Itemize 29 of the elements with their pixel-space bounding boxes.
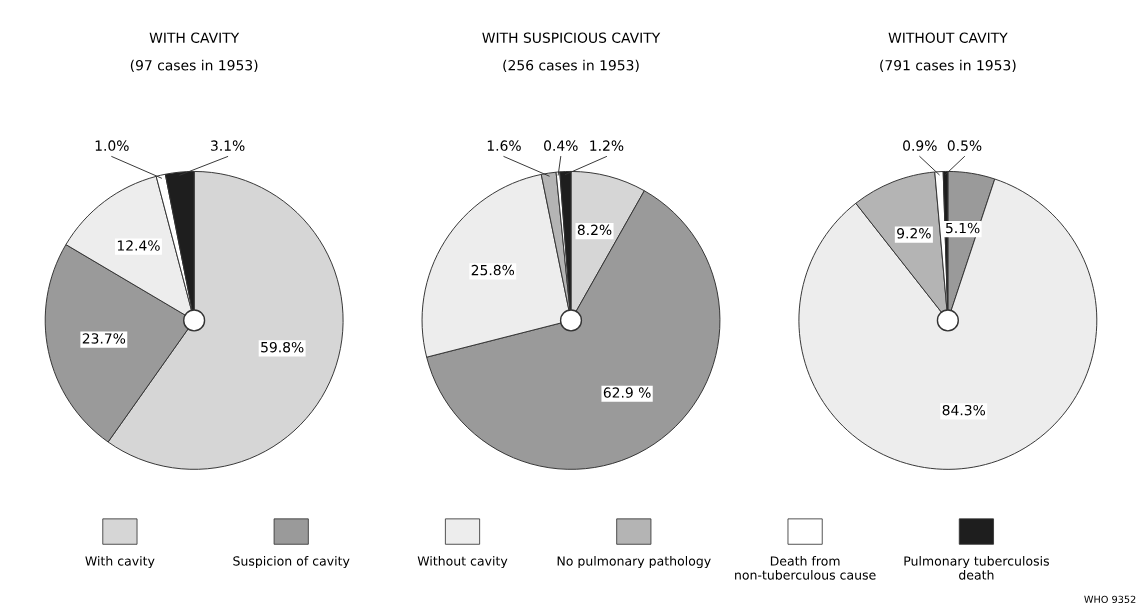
chart-subtitle: (256 cases in 1953) <box>503 59 639 73</box>
chart-subtitle: (791 cases in 1953) <box>880 59 1016 73</box>
chart-subtitle: (97 cases in 1953) <box>130 59 258 73</box>
data-label: 1.6% <box>487 140 521 151</box>
chart-title: WITH SUSPICIOUS CAVITY <box>482 32 661 43</box>
data-label: 1.2% <box>590 140 624 151</box>
data-label: 84.3% <box>942 404 986 416</box>
text: WHO 9352 <box>1084 595 1136 604</box>
data-label: 8.2% <box>577 224 612 236</box>
data-label: 12.4% <box>117 240 160 251</box>
data-label: 62.9 % <box>603 387 651 398</box>
legend-label: Suspicion of cavity <box>233 556 350 569</box>
data-label: 25.8% <box>471 264 515 276</box>
chart-title: WITH CAVITY <box>149 32 240 43</box>
legend-label: No pulmonary pathology <box>557 556 711 569</box>
data-label: 1.0% <box>95 140 129 151</box>
legend-label: Death from non-tuberculous cause <box>735 556 876 580</box>
legend-label: Without cavity <box>417 556 508 569</box>
data-label: 5.1% <box>946 222 980 234</box>
data-label: 3.1% <box>211 140 245 151</box>
data-label: 0.4% <box>544 140 578 151</box>
legend-label: Pulmonary tuberculosis death <box>904 556 1049 580</box>
chart-title: WITHOUT CAVITY <box>888 32 1008 43</box>
data-label: 0.9% <box>903 140 937 151</box>
data-label: 23.7% <box>82 333 126 344</box>
data-label: 9.2% <box>897 228 931 239</box>
legend-label: With cavity <box>85 556 155 569</box>
data-label: 59.8% <box>261 341 304 353</box>
data-label: 0.5% <box>947 140 982 151</box>
